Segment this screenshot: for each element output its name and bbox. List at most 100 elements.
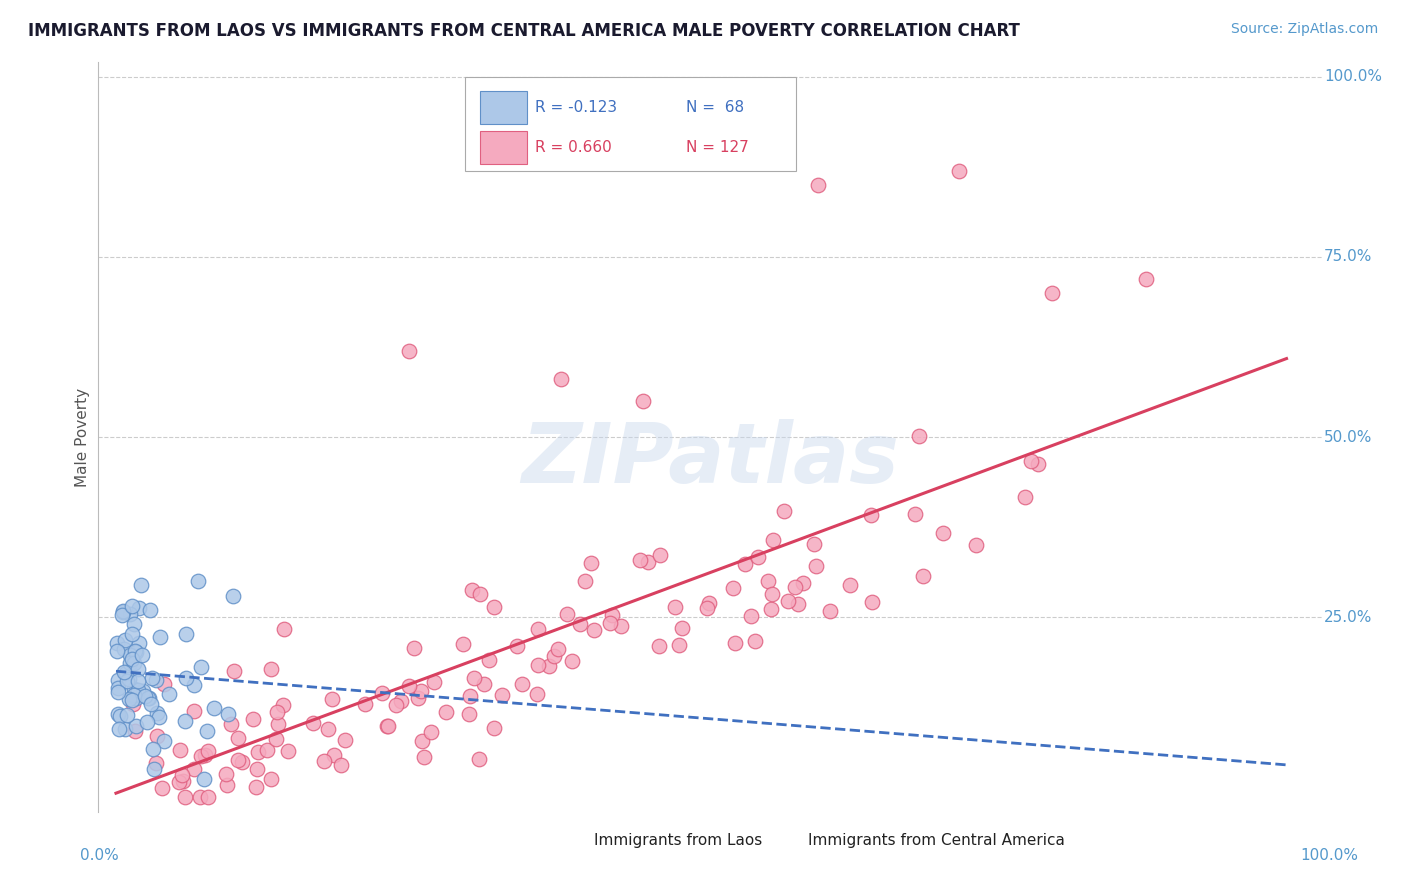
Point — [141, 671, 163, 685]
FancyBboxPatch shape — [479, 91, 526, 124]
Point — [176, 627, 198, 641]
Point — [402, 640, 425, 655]
Point — [256, 743, 278, 757]
Point — [219, 717, 242, 731]
Point — [911, 569, 934, 583]
Point — [124, 724, 146, 739]
Point — [121, 599, 143, 613]
Point — [222, 589, 245, 603]
Point — [761, 587, 783, 601]
Point — [136, 714, 159, 729]
Point — [411, 734, 433, 748]
Point — [389, 694, 412, 708]
Point — [112, 665, 135, 679]
Point — [115, 707, 138, 722]
Point — [537, 659, 560, 673]
Point — [786, 597, 808, 611]
Point — [114, 633, 136, 648]
Point — [145, 706, 167, 720]
Point — [510, 677, 533, 691]
Point — [152, 780, 174, 795]
Point — [472, 677, 495, 691]
FancyBboxPatch shape — [555, 828, 591, 853]
Point — [550, 372, 572, 386]
Point — [461, 583, 484, 598]
Point — [169, 742, 191, 756]
FancyBboxPatch shape — [769, 828, 804, 853]
Point — [260, 662, 283, 676]
Point — [215, 767, 238, 781]
Point — [318, 722, 340, 736]
Point — [561, 654, 583, 668]
Point — [323, 748, 346, 763]
Point — [555, 607, 578, 621]
Point — [145, 673, 167, 688]
Text: 25.0%: 25.0% — [1324, 610, 1372, 624]
Point — [107, 685, 129, 699]
Point — [600, 607, 623, 622]
Point — [128, 601, 150, 615]
Point — [194, 747, 217, 762]
Point — [121, 689, 143, 703]
Point — [1135, 271, 1157, 285]
Point — [734, 557, 756, 571]
Point — [132, 684, 155, 698]
Point — [353, 697, 375, 711]
Point — [1042, 285, 1064, 300]
Text: Immigrants from Central America: Immigrants from Central America — [808, 833, 1064, 847]
Point — [202, 701, 225, 715]
Point — [491, 689, 513, 703]
Point — [111, 607, 134, 622]
Point — [134, 690, 156, 704]
Point — [637, 556, 659, 570]
Point — [762, 533, 785, 548]
Point — [527, 622, 550, 636]
Point — [804, 558, 827, 573]
Point — [157, 688, 180, 702]
Point — [138, 690, 160, 705]
Point — [409, 684, 432, 698]
Point — [860, 595, 883, 609]
Point — [1026, 457, 1049, 471]
Point — [803, 537, 825, 551]
Point — [118, 656, 141, 670]
Text: 50.0%: 50.0% — [1324, 430, 1372, 444]
Point — [127, 683, 149, 698]
Point — [245, 780, 267, 794]
Point — [174, 790, 197, 805]
Point — [904, 508, 927, 522]
Point — [932, 526, 955, 541]
Point — [246, 745, 269, 759]
Point — [127, 673, 149, 688]
Point — [105, 644, 128, 658]
Point — [121, 692, 143, 706]
Point — [118, 648, 141, 663]
Point — [128, 636, 150, 650]
Point — [125, 690, 148, 705]
Point — [124, 644, 146, 658]
Point — [118, 673, 141, 687]
Text: IMMIGRANTS FROM LAOS VS IMMIGRANTS FROM CENTRAL AMERICA MALE POVERTY CORRELATION: IMMIGRANTS FROM LAOS VS IMMIGRANTS FROM … — [28, 22, 1019, 40]
Text: 100.0%: 100.0% — [1324, 70, 1382, 85]
Point — [599, 615, 621, 630]
Point — [333, 732, 356, 747]
Point — [174, 714, 197, 728]
Text: 75.0%: 75.0% — [1324, 250, 1372, 264]
Point — [139, 697, 162, 711]
Text: 0.0%: 0.0% — [80, 847, 120, 863]
Point — [121, 627, 143, 641]
Point — [948, 163, 970, 178]
Point — [226, 731, 249, 746]
Point — [527, 657, 550, 672]
Point — [420, 725, 443, 739]
Point — [807, 178, 830, 192]
Point — [111, 605, 134, 619]
Point — [406, 691, 429, 706]
Point — [773, 504, 796, 518]
Point — [188, 790, 211, 805]
Point — [222, 664, 245, 678]
Point — [547, 642, 569, 657]
Point — [108, 722, 131, 736]
Point — [273, 622, 295, 636]
Text: ZIPatlas: ZIPatlas — [522, 419, 898, 500]
